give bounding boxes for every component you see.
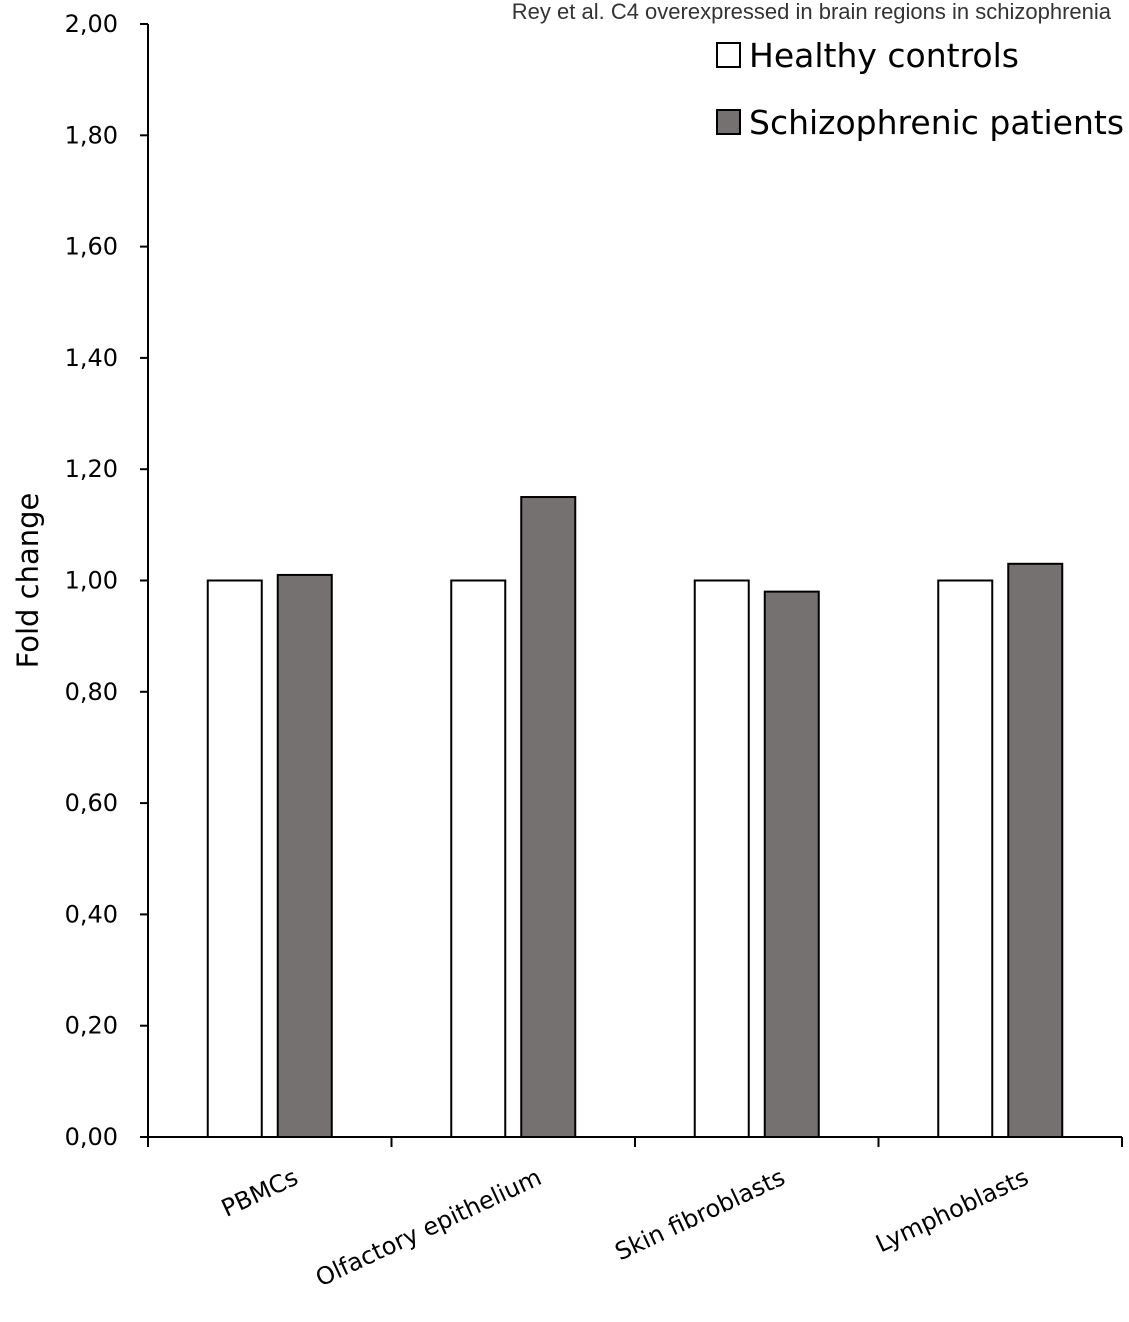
x-category-label: PBMCs (217, 1163, 302, 1223)
y-tick-label: 0,60 (65, 789, 118, 817)
x-category-label: Skin fibroblasts (611, 1163, 790, 1266)
bar-schizophrenic-patients (520, 496, 577, 1138)
bar-healthy-controls (450, 579, 507, 1138)
legend-swatch (716, 42, 741, 68)
x-category-label: Lymphoblasts (871, 1163, 1032, 1258)
chart-caption: Rey et al. C4 overexpressed in brain reg… (512, 0, 1112, 24)
bar-schizophrenic-patients (1007, 562, 1064, 1138)
y-axis-title: Fold change (11, 493, 45, 669)
y-tick-label: 0,80 (65, 678, 118, 706)
bar-healthy-controls (937, 579, 994, 1138)
y-tick-label: 1,20 (65, 455, 118, 483)
y-tick-label: 1,60 (65, 233, 118, 261)
axes: 0,00 0,20 0,40 0,60 0,80 1,00 1,20 1,40 1,60 1,80… (65, 10, 1123, 1151)
y-tick-label: 1,80 (65, 121, 118, 149)
legend-swatch (716, 109, 741, 135)
x-category-label: Olfactory epithelium (311, 1163, 546, 1292)
bar-schizophrenic-patients (276, 573, 333, 1138)
y-tick-label: 0,00 (65, 1123, 118, 1151)
y-tick-label: 0,40 (65, 900, 118, 928)
legend-label: Schizophrenic patients (749, 103, 1124, 142)
y-tick-label: 0,20 (65, 1012, 118, 1040)
y-tick-label: 2,00 (65, 10, 118, 38)
y-tick-label: 1,00 (65, 567, 118, 595)
legend-label: Healthy controls (749, 36, 1019, 75)
bar-healthy-controls (693, 579, 750, 1138)
bars: PBMCs Olfactory epithelium Skin fibroblast… (206, 496, 1064, 1292)
y-tick-label: 1,40 (65, 344, 118, 372)
legend: Healthy controls Schizophrenic patients (716, 36, 1124, 142)
bar-healthy-controls (206, 579, 263, 1138)
bar-schizophrenic-patients (763, 590, 820, 1138)
